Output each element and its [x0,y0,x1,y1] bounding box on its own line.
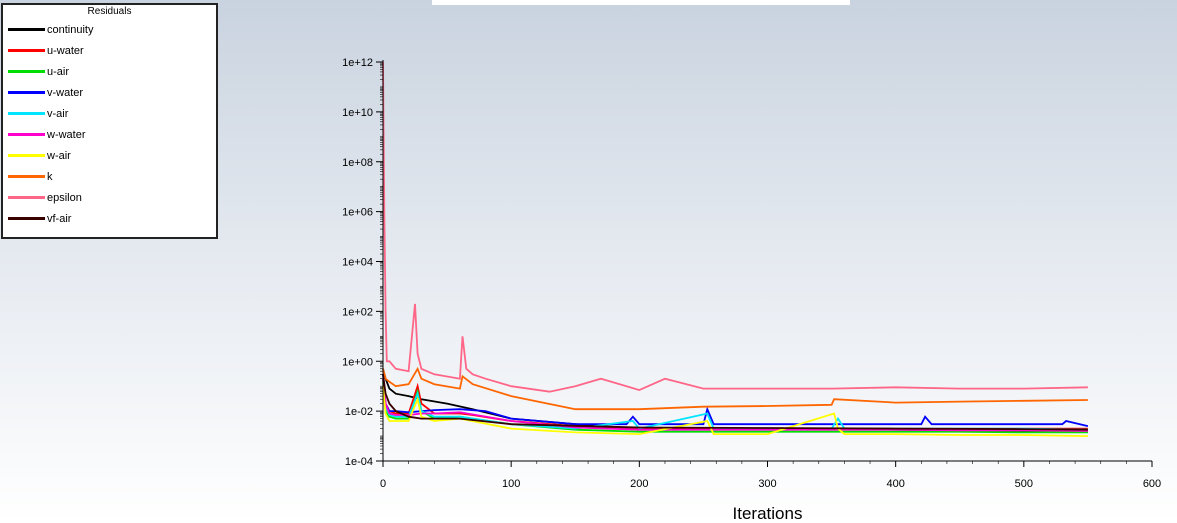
y-tick-label: 1e+06 [342,207,373,219]
legend-items: continuity u-water u-air v-water v-air w-wate… [3,19,216,229]
legend-item-u-water: u-water [3,40,216,61]
legend-item-w-water: w-water [3,124,216,145]
x-tick-label: 0 [380,478,386,490]
legend-label: v-water [47,86,84,99]
legend-item-epsilon: epsilon [3,187,216,208]
legend-swatch [8,175,45,178]
legend-label: v-air [47,107,69,120]
legend-label: vf-air [47,212,72,225]
x-tick-label: 100 [502,478,520,490]
legend-label: continuity [47,23,94,36]
legend-swatch [8,112,45,115]
legend-item-v-water: v-water [3,82,216,103]
legend-swatch [8,196,45,199]
axes-layer: 1e-04 1e-02 1e+00 1e+02 1e+04 1e+06 1e+08 1e+10… [342,57,1161,523]
legend-swatch [8,49,45,52]
legend-item-v-air: v-air [3,103,216,124]
legend-swatch [8,70,45,73]
legend-label: epsilon [47,191,82,204]
series-layer [382,61,1089,437]
x-tick-label: 400 [886,478,904,490]
y-tick-label: 1e-02 [345,406,373,418]
legend-swatch [8,28,45,31]
series-line-w-air [382,386,1088,437]
x-tick-label: 200 [630,478,648,490]
series-line-w-water [382,378,1088,432]
legend-swatch [8,154,45,157]
series-line-vf-air [382,374,1088,431]
y-tick-label: 1e+04 [342,257,373,269]
series-line-epsilon [382,61,1088,393]
x-tick-label: 500 [1015,478,1033,490]
legend-item-vf-air: vf-air [3,208,216,229]
x-axis-title: Iterations [733,504,803,523]
series-line-v-air [382,378,1088,431]
top-header-strip [432,0,850,5]
x-tick-label: 600 [1143,478,1161,490]
legend-swatch [8,91,45,94]
legend-label: k [47,170,53,183]
y-tick-label: 1e+10 [342,107,373,119]
legend-label: u-air [47,65,70,78]
legend-swatch [8,217,45,220]
legend-label: w-water [47,128,86,141]
y-tick-label: 1e+02 [342,306,373,318]
legend-item-u-air: u-air [3,61,216,82]
legend-swatch [8,133,45,136]
y-tick-label: 1e+00 [342,356,373,368]
series-line-k [382,366,1088,411]
legend-item-continuity: continuity [3,19,216,40]
y-tick-label: 1e+08 [342,157,373,169]
legend-item-k: k [3,166,216,187]
legend: Residuals continuity u-water u-air v-water v… [1,3,218,239]
legend-label: u-water [47,44,84,57]
legend-title: Residuals [87,6,132,17]
legend-item-w-air: w-air [3,145,216,166]
y-tick-label: 1e-04 [345,456,373,468]
x-tick-label: 300 [758,478,776,490]
legend-label: w-air [47,149,71,162]
y-tick-label: 1e+12 [342,57,373,69]
